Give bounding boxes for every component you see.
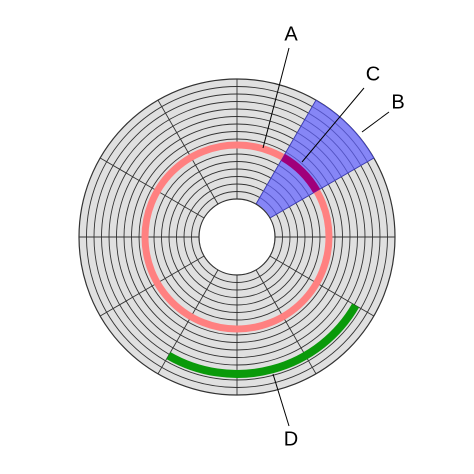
label-b: B xyxy=(391,91,404,113)
sector xyxy=(235,99,375,239)
leader-lines xyxy=(262,47,390,427)
sector-line xyxy=(99,157,205,219)
track xyxy=(141,141,333,333)
label-d: D xyxy=(284,428,298,450)
leader-a xyxy=(262,47,290,149)
spindle-hole xyxy=(198,198,276,276)
label-c: C xyxy=(366,63,380,85)
sector-line xyxy=(157,99,219,205)
leader-c xyxy=(301,87,365,163)
track-sector xyxy=(280,153,321,194)
label-a: A xyxy=(284,23,298,45)
sector-line xyxy=(269,255,375,317)
cluster xyxy=(166,303,360,378)
sector-line xyxy=(99,255,205,317)
leader-d xyxy=(272,373,290,427)
leader-b xyxy=(361,111,390,133)
